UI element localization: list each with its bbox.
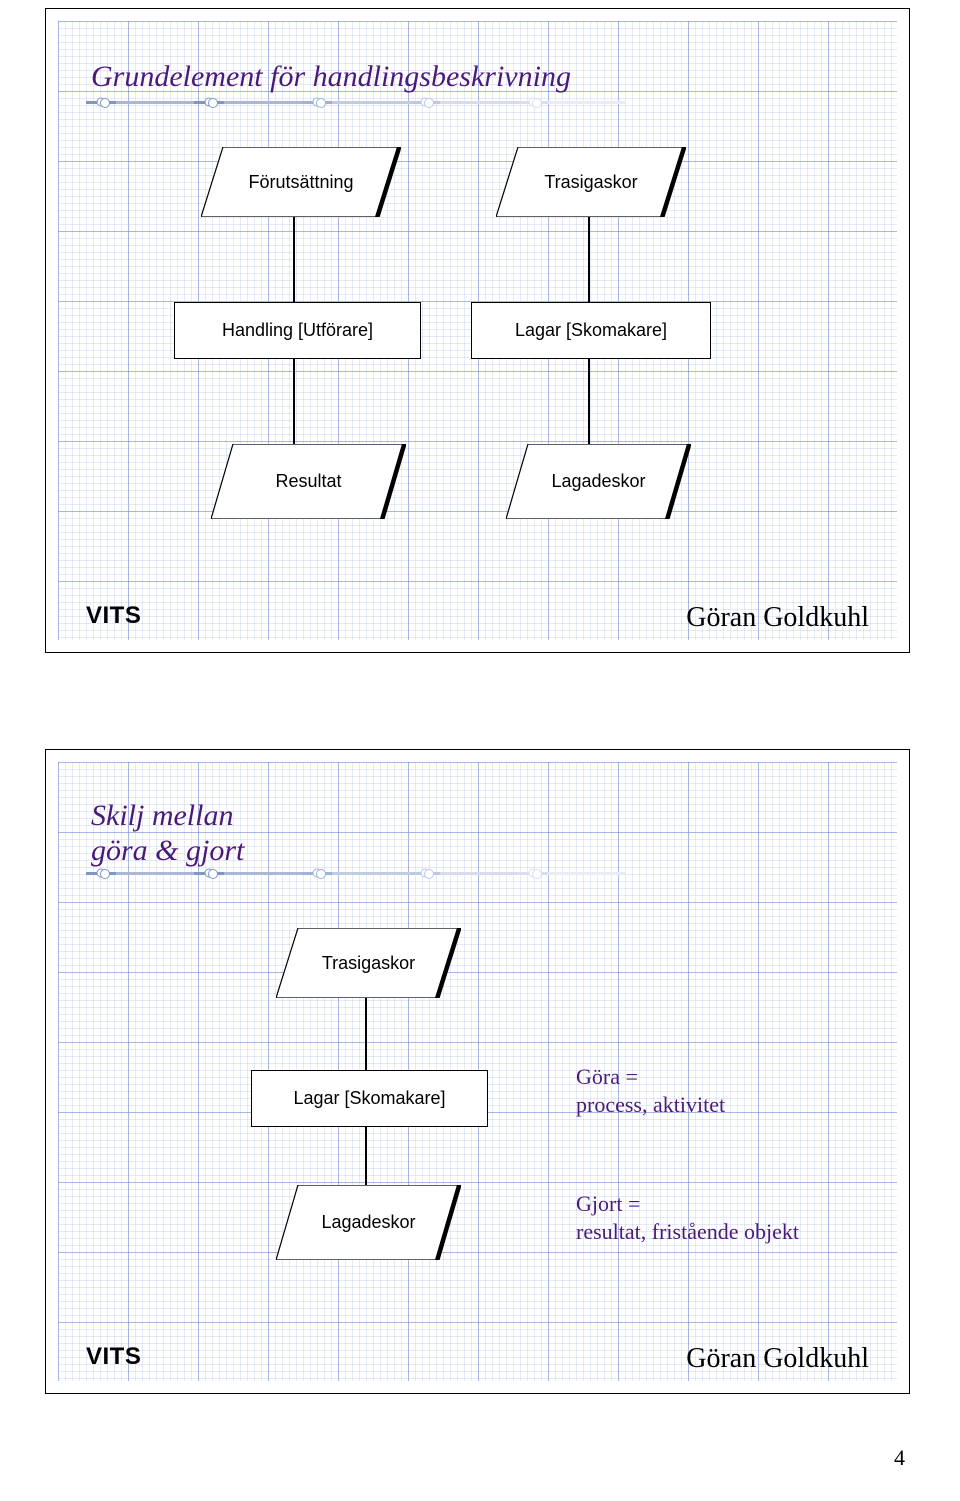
process-box-label: Lagar [Skomakare] — [515, 320, 667, 341]
parallelogram-s2p1: Trasigaskor — [276, 928, 461, 998]
process-box-s2r1: Lagar [Skomakare] — [251, 1070, 488, 1127]
parallelogram-label: Förutsättning — [201, 147, 401, 217]
parallelogram-s1p3: Resultat — [211, 444, 406, 519]
process-box-label: Lagar [Skomakare] — [293, 1088, 445, 1109]
footer-right: Göran Goldkuhl — [686, 1343, 869, 1375]
parallelogram-label: Trasigaskor — [496, 147, 686, 217]
connector — [588, 357, 590, 444]
slide-1: Grundelement för handlingsbeskrivning Han… — [45, 8, 910, 653]
footer-left: VITS — [86, 602, 141, 630]
parallelogram-label: Lagadeskor — [276, 1185, 461, 1260]
process-box-s1r2: Lagar [Skomakare] — [471, 302, 711, 359]
parallelogram-label: Lagadeskor — [506, 444, 691, 519]
connector — [365, 998, 367, 1070]
parallelogram-label: Trasigaskor — [276, 928, 461, 998]
title-separator — [86, 101, 626, 104]
footer-left: VITS — [86, 1343, 141, 1371]
title-separator — [86, 872, 626, 875]
description-text: Göra =process, aktivitet — [576, 1063, 725, 1118]
parallelogram-s1p4: Lagadeskor — [506, 444, 691, 519]
slide-title: Skilj mellangöra & gjort — [91, 798, 244, 869]
connector — [365, 1125, 367, 1185]
description-text: Gjort =resultat, fristående objekt — [576, 1190, 799, 1245]
parallelogram-s2p2: Lagadeskor — [276, 1185, 461, 1260]
slide-title: Grundelement för handlingsbeskrivning — [91, 59, 571, 94]
parallelogram-label: Resultat — [211, 444, 406, 519]
connector — [588, 217, 590, 302]
slide-2: Skilj mellangöra & gjort Lagar [Skomakare… — [45, 749, 910, 1394]
connector — [293, 217, 295, 302]
process-box-s1r1: Handling [Utförare] — [174, 302, 421, 359]
footer-right: Göran Goldkuhl — [686, 602, 869, 634]
parallelogram-s1p2: Trasigaskor — [496, 147, 686, 217]
parallelogram-s1p1: Förutsättning — [201, 147, 401, 217]
page-number: 4 — [894, 1445, 905, 1471]
process-box-label: Handling [Utförare] — [222, 320, 373, 341]
connector — [293, 357, 295, 444]
